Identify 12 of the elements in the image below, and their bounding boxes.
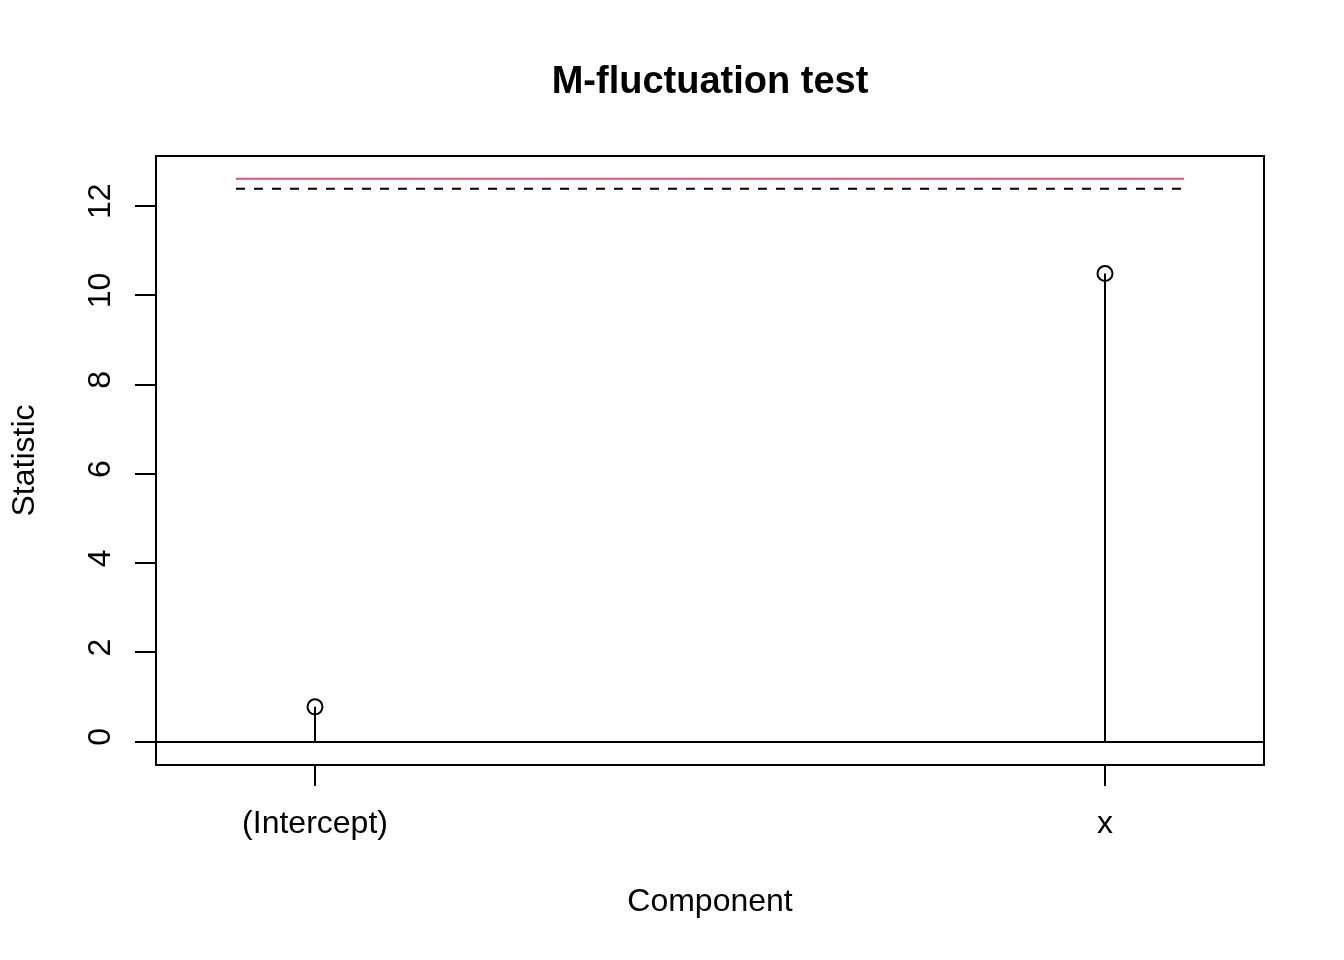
y-tick-label: 6 [81, 460, 118, 478]
y-tick-label: 2 [81, 638, 118, 657]
x-tick-label: x [1097, 804, 1113, 841]
y-tick-label: 8 [81, 370, 118, 389]
y-tick-label: 0 [81, 727, 118, 746]
y-tick-label: 10 [81, 272, 118, 309]
y-axis-title: Statistic [5, 404, 41, 517]
x-axis-title: Component [627, 881, 793, 918]
y-tick-label: 12 [81, 183, 118, 220]
chart-title: M-fluctuation test [551, 59, 869, 102]
x-tick-label: (Intercept) [242, 804, 388, 841]
y-tick-label: 4 [81, 549, 118, 568]
